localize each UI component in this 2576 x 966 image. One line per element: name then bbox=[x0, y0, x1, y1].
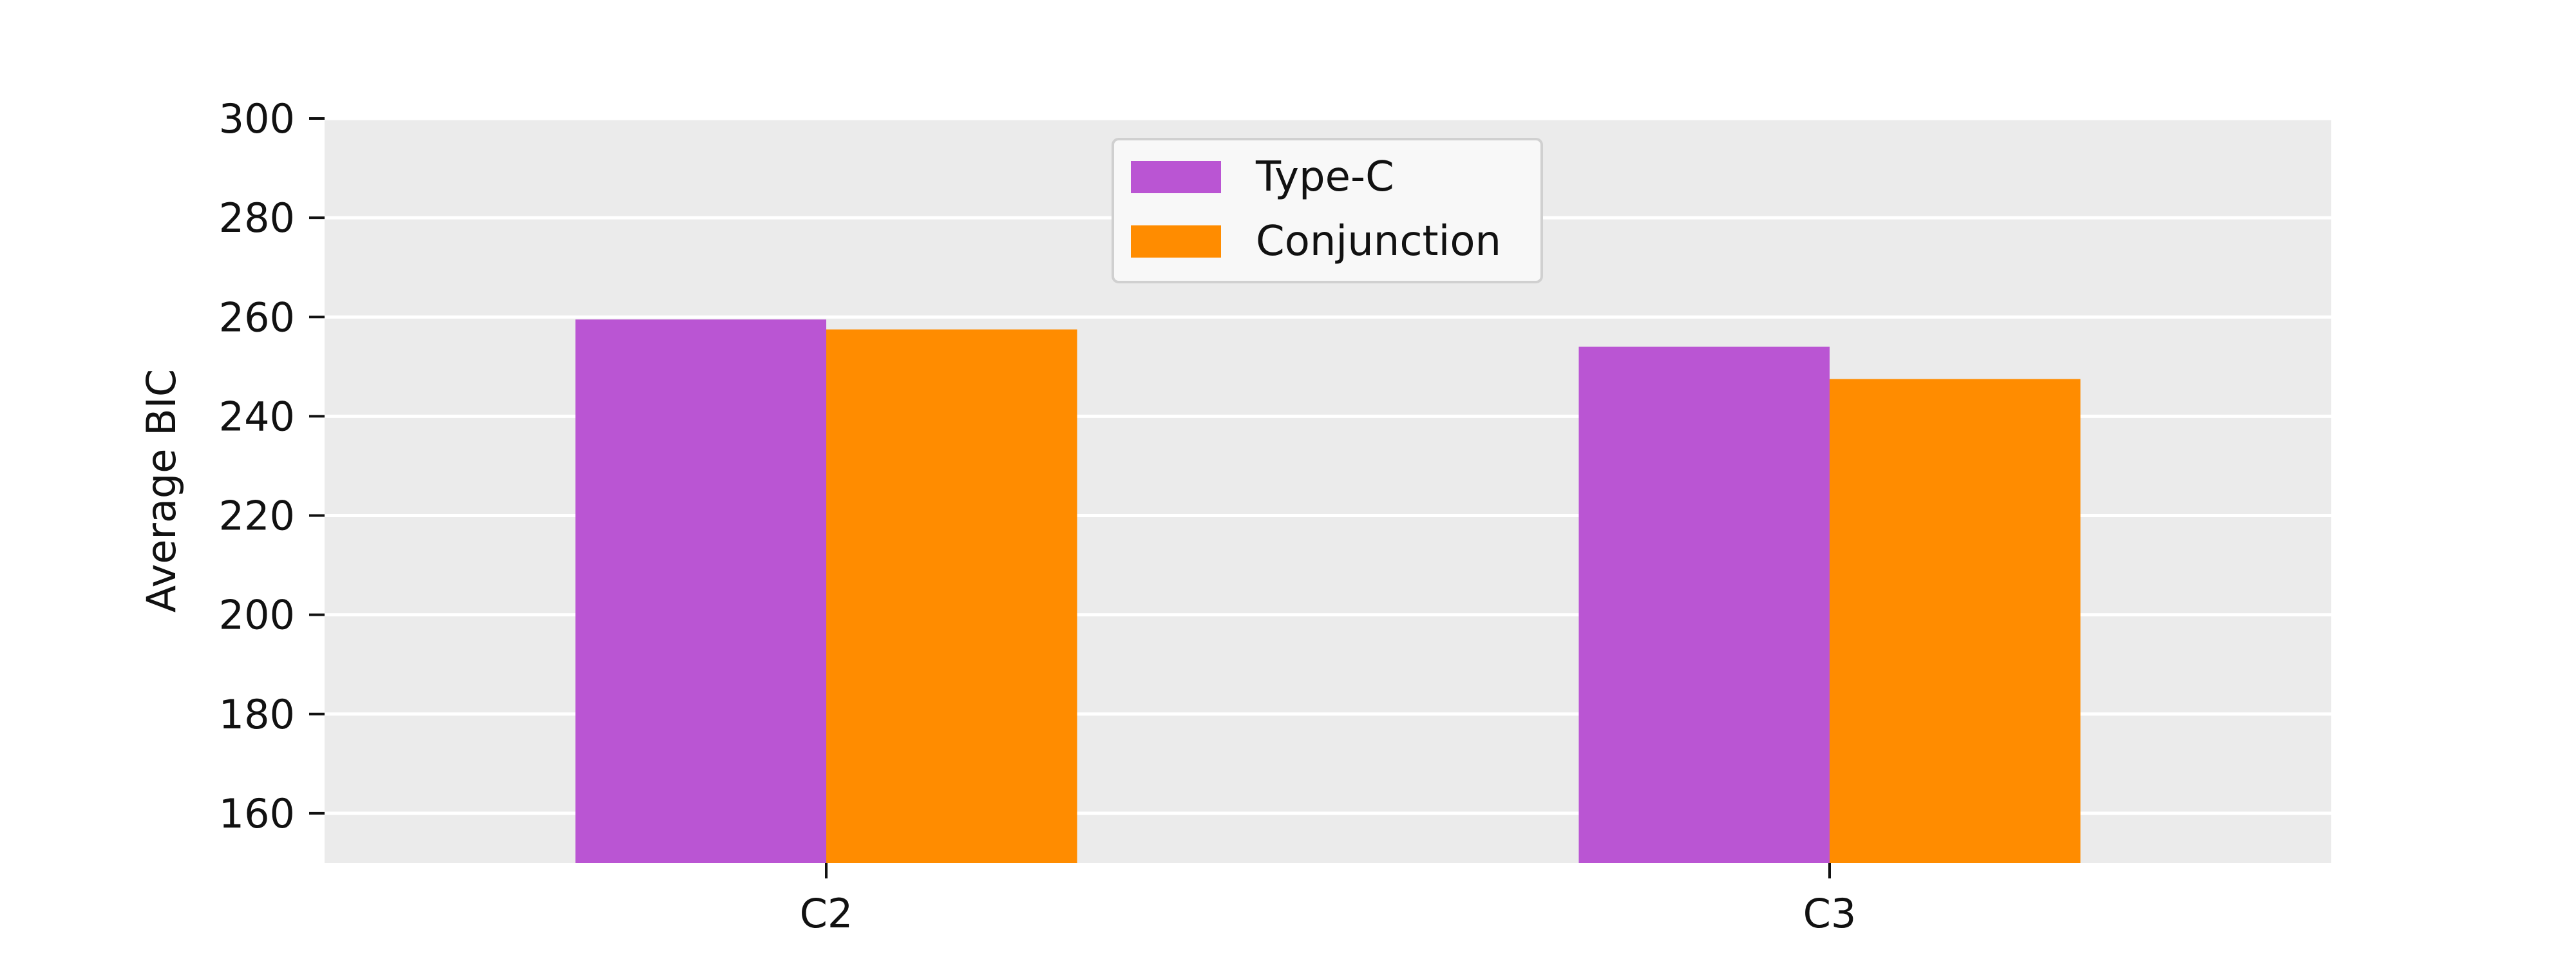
legend-label-type-c: Type-C bbox=[1255, 153, 1394, 201]
bar-conjunction-c2 bbox=[826, 329, 1077, 863]
bar-type-c-c3 bbox=[1578, 346, 1830, 863]
legend: Type-C Conjunction bbox=[1112, 138, 1543, 283]
legend-swatch-conjunction bbox=[1131, 225, 1221, 258]
y-tick-label: 180 bbox=[219, 691, 295, 738]
y-tick-label: 240 bbox=[219, 393, 295, 440]
bar-type-c-c2 bbox=[575, 319, 826, 863]
x-tick-label: C2 bbox=[800, 890, 853, 937]
y-tick-label: 260 bbox=[219, 294, 295, 341]
x-axis: C2 C3 bbox=[800, 863, 1857, 937]
y-axis-title: Average BIC bbox=[138, 369, 185, 612]
bars bbox=[575, 319, 2081, 863]
y-tick-label: 300 bbox=[219, 95, 295, 142]
y-axis: 160 180 200 220 240 260 280 300 bbox=[219, 95, 325, 837]
x-tick-label: C3 bbox=[1803, 890, 1857, 937]
y-tick-label: 220 bbox=[219, 493, 295, 540]
y-tick-label: 200 bbox=[219, 592, 295, 639]
y-tick-label: 280 bbox=[219, 194, 295, 242]
legend-label-conjunction: Conjunction bbox=[1256, 218, 1501, 265]
legend-swatch-type-c bbox=[1131, 161, 1221, 193]
bar-conjunction-c3 bbox=[1830, 379, 2081, 863]
y-tick-label: 160 bbox=[219, 790, 295, 837]
